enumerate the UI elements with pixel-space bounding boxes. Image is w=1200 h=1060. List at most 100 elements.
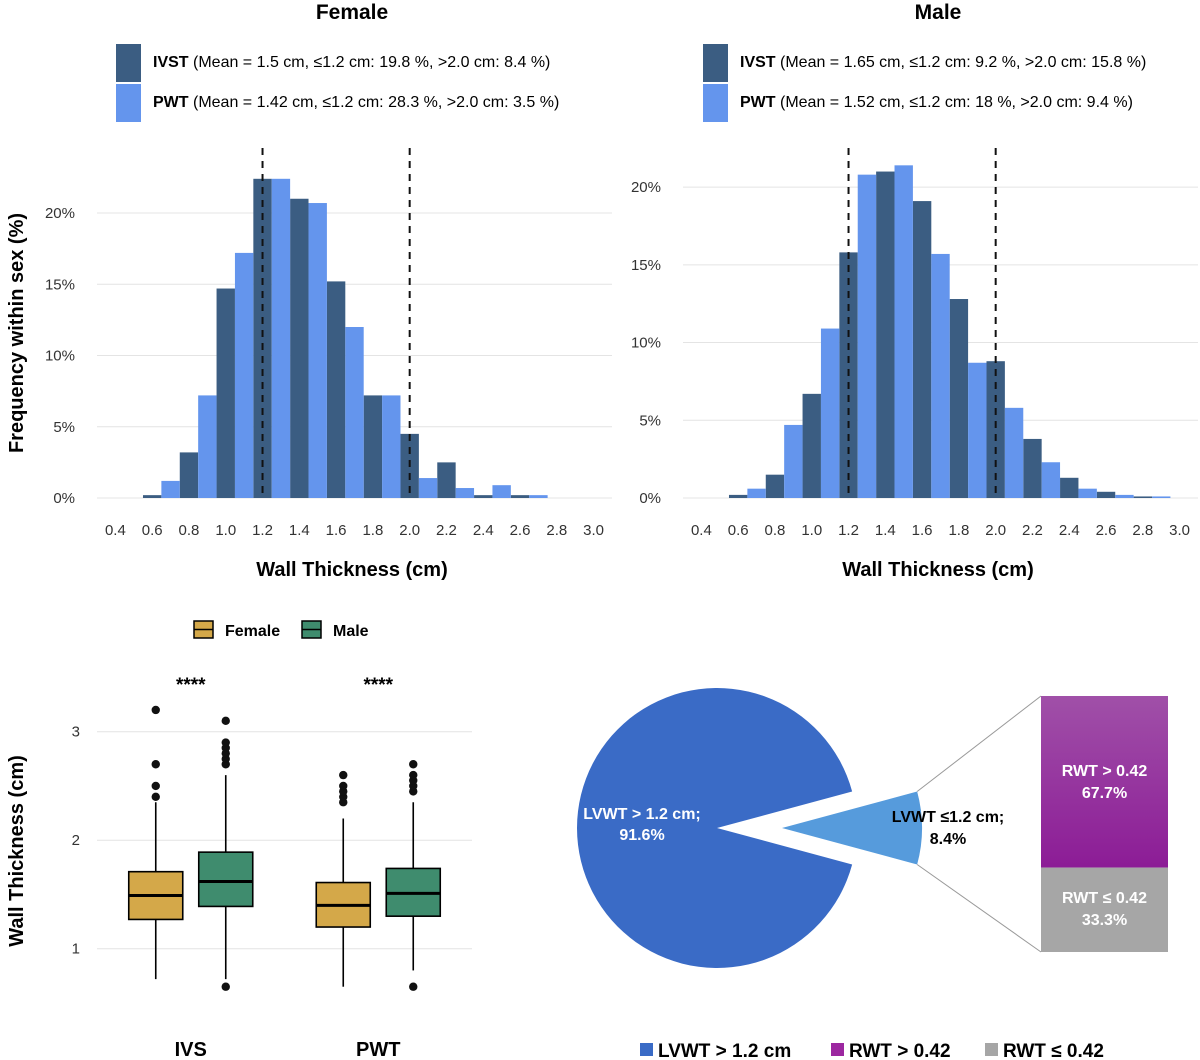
x-tick-label: 1.6 — [326, 522, 347, 539]
bar-pwt — [198, 395, 217, 498]
x-tick-label: 2.2 — [1022, 522, 1043, 539]
stack-label-rwt-high-value: 67.7% — [1082, 785, 1127, 802]
legend-key-female — [193, 620, 214, 639]
female-plot-area: 0% 5% 10% 15% 20% 0.4 0.6 0.8 1.0 1.2 1.4 1.6 1.8 2.0… — [45, 148, 612, 539]
y-tick-label: 15% — [631, 257, 661, 274]
bar-pwt — [345, 327, 364, 498]
female-x-axis-title: Wall Thickness (cm) — [256, 559, 448, 581]
legend-label-male: Male — [333, 623, 369, 640]
y-tick-label: 10% — [631, 335, 661, 352]
bar-pwt — [1078, 488, 1097, 498]
pie-label-lvwt-low: LVWT ≤1.2 cm; — [892, 809, 1005, 826]
female-title: Female — [316, 1, 388, 24]
lvwt-pie-chart: LVWT > 1.2 cm; 91.6% LVWT ≤1.2 cm; 8.4% RWT … — [576, 688, 1168, 1060]
female-legend: IVST (Mean = 1.5 cm, ≤1.2 cm: 19.8 %, >2… — [116, 44, 559, 122]
bar-ivst — [363, 395, 383, 498]
x-tick-label: 2.0 — [399, 522, 420, 539]
legend-entry-pwt: PWT (Mean = 1.52 cm, ≤1.2 cm: 18 %, >2.0… — [740, 94, 1133, 111]
y-tick-label: 0% — [53, 490, 75, 507]
outlier-point — [221, 982, 230, 991]
stack-label-rwt-low: RWT ≤ 0.42 — [1062, 890, 1147, 907]
x-category-label: IVS — [175, 1039, 207, 1060]
bar-ivst — [1133, 496, 1153, 498]
x-tick-label: 1.8 — [362, 522, 383, 539]
bar-ivst — [728, 494, 748, 498]
wall-thickness-boxplot: Female Male 1 2 3 IVS **** PWT **** Wall Thick… — [6, 620, 472, 1060]
bar-ivst — [326, 281, 346, 498]
bar-pwt — [894, 165, 913, 498]
bar-ivst — [1096, 491, 1116, 498]
bar-pwt — [820, 328, 840, 498]
legend-key-male — [301, 620, 322, 639]
male-x-axis-title: Wall Thickness (cm) — [842, 559, 1034, 581]
y-tick-label: 5% — [53, 419, 75, 436]
x-tick-label: 1.2 — [252, 522, 273, 539]
significance-marker: **** — [176, 675, 206, 696]
bar-ivst — [179, 452, 199, 498]
outlier-point — [151, 705, 160, 715]
outlier-point — [339, 770, 348, 780]
x-tick-label: 2.6 — [1096, 522, 1117, 539]
outlier-point — [409, 982, 418, 991]
legend-swatch-ivst — [703, 44, 728, 82]
x-tick-label: 2.4 — [473, 522, 494, 539]
bar-ivst — [290, 198, 309, 498]
bar-ivst — [802, 393, 821, 498]
bar-pwt — [455, 488, 475, 498]
bar-pwt — [968, 362, 987, 498]
bar-ivst — [1060, 477, 1079, 498]
box-ivs-male — [197, 716, 254, 991]
bar-pwt — [234, 252, 254, 498]
pie-label-lvwt-low-value: 8.4% — [930, 831, 966, 848]
pie-legend-label: RWT > 0.42 — [849, 1041, 951, 1060]
x-tick-label: 2.4 — [1059, 522, 1080, 539]
bar-ivst — [876, 171, 895, 498]
x-tick-label: 1.4 — [875, 522, 896, 539]
connector-line — [916, 864, 1042, 953]
outlier-point — [221, 738, 230, 747]
bar-ivst — [949, 299, 969, 498]
male-histogram: Male IVST (Mean = 1.65 cm, ≤1.2 cm: 9.2 … — [631, 1, 1198, 581]
bar-ivst — [510, 495, 530, 498]
x-tick-label: 0.8 — [765, 522, 786, 539]
pie-label-lvwt-high-value: 91.6% — [619, 827, 664, 844]
bar-pwt — [161, 480, 180, 498]
bar-pwt — [857, 174, 877, 498]
pie-legend-label: RWT ≤ 0.42 — [1003, 1041, 1104, 1060]
y-tick-label: 1 — [72, 941, 80, 958]
bar-pwt — [931, 253, 950, 498]
bar-ivst — [912, 201, 932, 498]
y-tick-label: 2 — [72, 832, 80, 849]
bar-pwt — [747, 488, 766, 498]
pie-legend-swatch — [985, 1043, 998, 1056]
bar-pwt — [529, 495, 548, 498]
pie-slice-lvwt-high — [576, 688, 853, 968]
bar-pwt — [1041, 462, 1061, 498]
outlier-point — [151, 781, 160, 791]
box-ivs-female — [127, 705, 184, 980]
pie-legend-swatch — [640, 1043, 653, 1056]
legend-swatch-pwt — [116, 84, 141, 122]
legend-entry-ivst: IVST (Mean = 1.5 cm, ≤1.2 cm: 19.8 %, >2… — [153, 54, 550, 71]
boxplot-y-axis-title: Wall Thickness (cm) — [6, 755, 28, 947]
y-tick-label: 3 — [72, 724, 80, 741]
significance-marker: **** — [363, 675, 393, 696]
box-pwt-male — [385, 760, 442, 991]
x-tick-label: 2.8 — [546, 522, 567, 539]
x-tick-label: 0.6 — [728, 522, 749, 539]
x-tick-label: 1.4 — [289, 522, 310, 539]
bar-pwt — [382, 395, 401, 498]
connector-line — [916, 695, 1042, 792]
pie-label-lvwt-high: LVWT > 1.2 cm; — [583, 806, 701, 823]
bar-pwt — [1152, 496, 1171, 498]
box-pwt-female — [315, 770, 372, 987]
outlier-point — [409, 760, 418, 769]
x-tick-label: 1.0 — [801, 522, 822, 539]
bar-ivst — [142, 495, 162, 498]
bar-pwt — [492, 485, 511, 498]
y-tick-label: 20% — [631, 179, 661, 196]
x-tick-label: 0.4 — [105, 522, 126, 539]
outlier-point — [339, 781, 348, 791]
stack-segment-rwt-high — [1041, 696, 1168, 868]
